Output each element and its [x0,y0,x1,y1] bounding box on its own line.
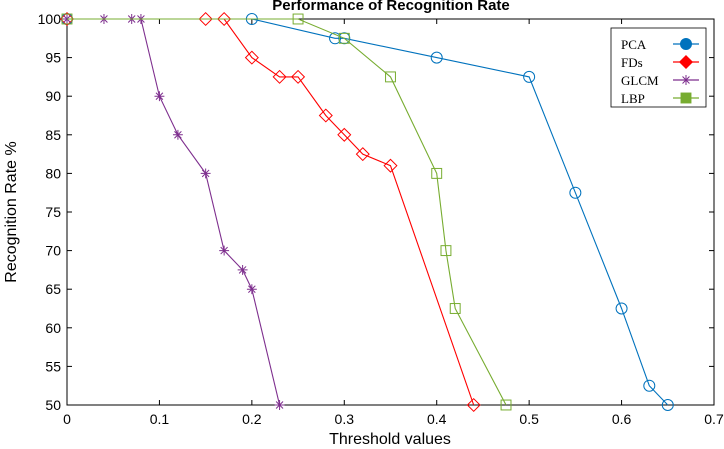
legend-item-pca: PCA [621,37,699,52]
data-point-fds [466,397,481,413]
series-layer [59,11,674,413]
x-tick-label: 0.3 [335,411,355,427]
data-point-lbp [431,167,443,179]
data-point-glcm [237,264,248,275]
x-tick-label: 0.1 [150,411,170,427]
y-tick-label: 95 [45,50,61,66]
data-point-pca [338,32,351,45]
data-point-fds [59,11,75,27]
data-point-glcm [154,91,165,102]
data-point-lbp [500,399,512,411]
data-point-lbp [385,71,396,83]
data-point-fds [318,108,333,123]
legend-marker-pca [680,38,692,50]
x-tick-label: 0.6 [612,411,632,427]
series-line-glcm [67,18,281,406]
y-tick-label: 75 [45,204,61,220]
data-point-pca [523,70,536,83]
legend: PCA FDs GLCM LBP [610,27,707,108]
x-tick-label: 0.7 [704,411,724,427]
x-axis-ticks: 0 0.1 0.2 0.3 0.4 0.5 0.6 0.7 [63,19,724,427]
y-tick-label: 85 [45,127,61,143]
data-point-glcm [219,245,230,256]
series-lbp [61,13,512,411]
legend-label: LBP [621,91,645,106]
y-tick-label: 100 [38,11,62,27]
data-point-glcm [274,400,285,410]
x-tick-label: 0.5 [519,411,539,427]
x-tick-label: 0.4 [427,411,447,427]
series-pca [61,13,674,411]
data-point-lbp [292,13,304,25]
data-point-pca [615,302,628,315]
data-point-lbp [338,32,350,44]
x-axis-label: Threshold values [329,431,451,448]
legend-item-lbp: LBP [621,91,699,106]
x-tick-label: 0.2 [242,411,262,427]
data-point-pca [643,379,656,392]
y-tick-label: 70 [45,243,61,259]
y-axis-ticks: 50 55 60 65 70 75 80 85 90 95 100 [38,11,714,413]
data-point-fds [217,11,232,27]
series-line-pca [67,18,669,406]
legend-marker-glcm [681,75,691,85]
data-point-fds [198,11,213,27]
data-point-fds [337,127,352,142]
data-point-glcm [172,129,183,140]
chart-title: Performance of Recognition Rate [272,0,510,14]
data-point-fds [383,158,398,173]
data-point-fds [272,69,287,84]
legend-label: GLCM [621,73,659,88]
data-point-fds [244,50,259,65]
data-point-lbp [440,245,452,257]
y-tick-label: 55 [45,358,61,374]
legend-item-fds: FDs [621,54,699,70]
data-point-fds [355,147,370,162]
data-point-glcm [200,168,211,179]
data-point-lbp [449,303,461,314]
y-tick-label: 80 [45,165,61,181]
data-point-pca [329,32,342,45]
y-tick-label: 60 [45,320,61,336]
data-point-lbp [61,13,73,25]
legend-marker-fds [678,54,694,70]
data-point-pca [661,399,674,411]
y-tick-label: 90 [45,88,61,104]
y-axis-label: Recognition Rate % [3,141,20,282]
legend-label: FDs [621,55,643,70]
legend-item-glcm: GLCM [621,73,699,88]
data-point-glcm [246,284,257,295]
y-tick-label: 65 [45,281,61,297]
series-glcm [62,14,285,410]
legend-marker-lbp [680,92,692,104]
series-line-fds [67,18,475,406]
x-tick-label: 0 [63,411,71,427]
series-line-lbp [67,18,507,406]
y-tick-label: 50 [45,397,61,413]
data-point-pca [569,186,582,199]
legend-label: PCA [621,37,647,52]
series-fds [59,11,481,413]
data-point-pca [430,51,443,64]
data-point-fds [291,69,306,84]
